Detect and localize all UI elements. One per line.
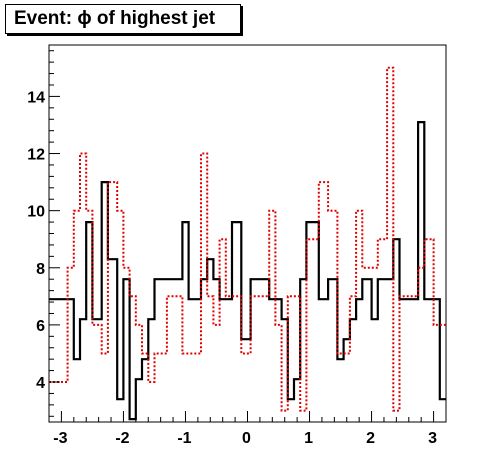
- x-tick-label: -3: [53, 430, 67, 447]
- x-tick-label: -2: [115, 430, 129, 447]
- series-0-line: [49, 121, 446, 421]
- x-tick-label: 2: [366, 430, 375, 447]
- y-tick-label: 4: [36, 375, 45, 392]
- x-tick-label: -1: [177, 430, 191, 447]
- x-tick-label: 1: [304, 430, 313, 447]
- y-tick-label: 12: [27, 147, 45, 164]
- y-tick-label: 8: [36, 261, 45, 278]
- y-tick-label: 14: [27, 89, 45, 106]
- y-tick-label: 10: [27, 204, 45, 221]
- chart-title: Event: ϕ of highest jet: [5, 4, 241, 34]
- series-1-line: [49, 66, 446, 412]
- y-tick-label: 6: [36, 318, 45, 335]
- series-layer: [49, 66, 446, 421]
- x-tick-label: 3: [428, 430, 437, 447]
- x-tick-label: 0: [242, 430, 251, 447]
